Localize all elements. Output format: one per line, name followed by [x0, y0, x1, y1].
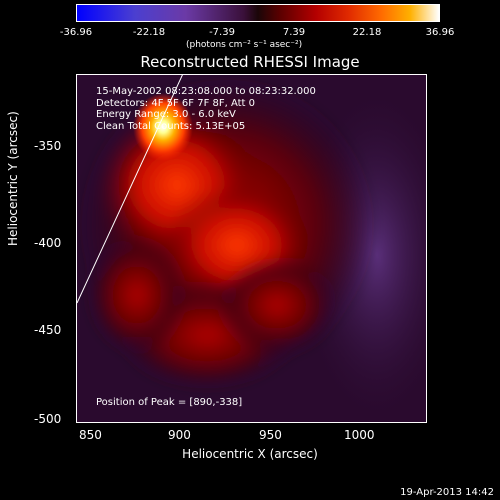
- colorbar-tick: 36.96: [425, 27, 455, 38]
- y-tick: -500: [34, 412, 62, 426]
- colorbar-tick: -7.39: [209, 27, 235, 38]
- colorbar-tick: -22.18: [132, 27, 166, 38]
- rhessi-map: [77, 75, 426, 422]
- colorbar-tick: 7.39: [282, 27, 306, 38]
- footer-date: 19-Apr-2013 14:42: [400, 487, 494, 498]
- y-axis-label: Heliocentric Y (arcsec): [6, 111, 20, 246]
- x-tick: 950: [259, 428, 282, 442]
- colorbar-unit: (photons cm⁻² s⁻¹ asec⁻²): [186, 40, 303, 50]
- solar-image: [76, 74, 427, 423]
- x-tick: 1000: [344, 428, 375, 442]
- x-axis-label: Heliocentric X (arcsec): [182, 447, 318, 461]
- peak-source: [133, 93, 193, 161]
- time-range: 15-May-2002 08:23:08.000 to 08:23:32.000: [96, 86, 316, 97]
- x-tick: 900: [168, 428, 191, 442]
- y-tick: -450: [34, 323, 62, 337]
- limb-line: [77, 75, 183, 304]
- colorbar-tick: -36.96: [59, 27, 93, 38]
- peak-position: Position of Peak = [890,-338]: [96, 397, 243, 408]
- x-tick: 850: [79, 428, 102, 442]
- y-tick: -400: [34, 236, 62, 250]
- colorbar-tick: 22.18: [352, 27, 382, 38]
- clean-counts: Clean Total Counts: 5.13E+05: [96, 120, 246, 132]
- energy-range: Energy Range: 3.0 - 6.0 keV: [96, 109, 236, 120]
- detectors: Detectors: 4F 5F 6F 7F 8F, Att 0: [96, 97, 256, 109]
- y-tick: -350: [34, 139, 62, 153]
- colorbar: [76, 4, 440, 22]
- image-title: Reconstructed RHESSI Image: [140, 53, 360, 71]
- observation-info: 15-May-2002 08:23:08.000 to 08:23:32.000…: [96, 86, 316, 132]
